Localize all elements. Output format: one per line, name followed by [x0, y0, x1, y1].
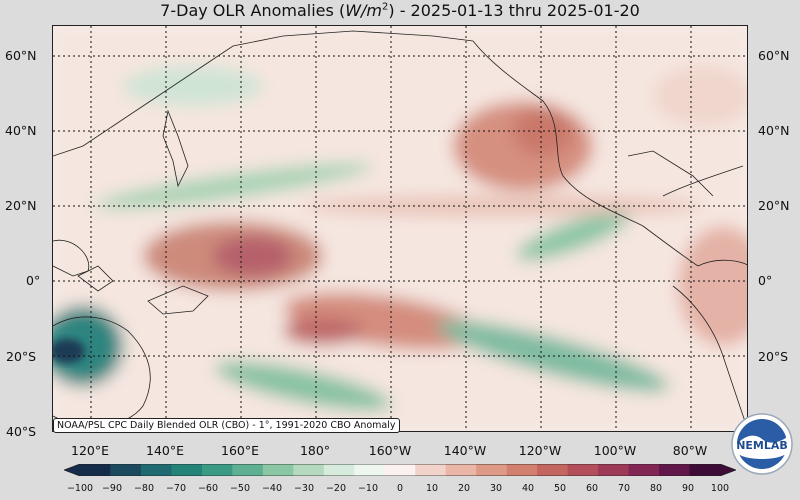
noaa-eagle-logo-icon: NEMLAB — [731, 413, 793, 475]
colorbar-cell — [537, 464, 569, 476]
lon-label: 140°W — [443, 443, 487, 458]
colorbar-cell — [659, 464, 691, 476]
colorbar-tick-label: 80 — [649, 483, 663, 494]
colorbar-tick-label: 100 — [710, 483, 730, 494]
colorbar-tick-label: −60 — [197, 483, 219, 494]
lat-label-left: 0° — [26, 273, 41, 288]
colorbar-cell — [262, 464, 294, 476]
lat-label-right: 40°N — [758, 123, 790, 138]
anomaly-shading — [53, 26, 747, 431]
colorbar-cell — [201, 464, 233, 476]
lon-label: 180° — [299, 443, 331, 458]
colorbar-tick-label: −50 — [229, 483, 251, 494]
colorbar-tick-label: 20 — [457, 483, 471, 494]
colorbar-cell — [293, 464, 325, 476]
colorbar-cell — [415, 464, 447, 476]
lon-label: 140°E — [145, 443, 185, 458]
logo-text: NEMLAB — [736, 439, 788, 452]
colorbar-tick-label: 0 — [396, 483, 404, 494]
graticule — [53, 26, 747, 431]
lat-label-right: 0° — [758, 273, 773, 288]
lat-label-left: 40°N — [5, 123, 37, 138]
colorbar-tick-label: −90 — [101, 483, 123, 494]
colorbar-cell — [323, 464, 355, 476]
colorbar-cell — [140, 464, 172, 476]
colorbar-cell — [110, 464, 142, 476]
colorbar-tick-label: −40 — [261, 483, 283, 494]
data-credit-label: NOAA/PSL CPC Daily Blended OLR (CBO) - 1… — [53, 418, 400, 433]
colorbar-tick-label: −100 — [66, 483, 94, 494]
colorbar-tick-label: −30 — [293, 483, 315, 494]
colorbar-cell — [232, 464, 264, 476]
colorbar-tick-label: 60 — [585, 483, 599, 494]
colorbar-cell — [506, 464, 538, 476]
lat-label-left: 60°N — [5, 48, 37, 63]
colorbar — [64, 464, 736, 476]
colorbar-cell — [354, 464, 386, 476]
colorbar-tick-label: 30 — [489, 483, 503, 494]
colorbar-cell — [64, 464, 111, 476]
colorbar-tick-label: −70 — [165, 483, 187, 494]
colorbar-tick-label: 40 — [521, 483, 535, 494]
lon-label: 160°W — [368, 443, 412, 458]
lat-label-right: 20°S — [758, 349, 789, 364]
colorbar-cell — [598, 464, 630, 476]
lon-label: 80°W — [672, 443, 708, 458]
map-title: 7-Day OLR Anomalies (W/m2) - 2025-01-13 … — [160, 1, 640, 20]
colorbar-cell — [628, 464, 660, 476]
lon-label: 120°E — [70, 443, 110, 458]
colorbar-cell — [689, 464, 736, 476]
lon-label: 100°W — [593, 443, 637, 458]
lat-label-left: 40°S — [6, 424, 37, 439]
colorbar-tick-label: −10 — [357, 483, 379, 494]
olr-anomaly-map — [52, 25, 748, 432]
colorbar-tick-label: 10 — [425, 483, 439, 494]
colorbar-cell — [567, 464, 599, 476]
lat-label-right: 20°N — [758, 198, 790, 213]
colorbar-tick-label: 50 — [553, 483, 567, 494]
colorbar-tick-label: 70 — [617, 483, 631, 494]
lon-label: 120°W — [518, 443, 562, 458]
colorbar-tick-label: −80 — [133, 483, 155, 494]
lat-label-left: 20°N — [5, 198, 37, 213]
colorbar-cell — [384, 464, 416, 476]
colorbar-tick-label: 90 — [681, 483, 695, 494]
lat-label-left: 20°S — [6, 349, 37, 364]
colorbar-cell — [171, 464, 203, 476]
colorbar-cell — [476, 464, 508, 476]
lat-label-right: 60°N — [758, 48, 790, 63]
colorbar-cell — [445, 464, 477, 476]
lon-label: 160°E — [220, 443, 260, 458]
colorbar-tick-label: −20 — [325, 483, 347, 494]
